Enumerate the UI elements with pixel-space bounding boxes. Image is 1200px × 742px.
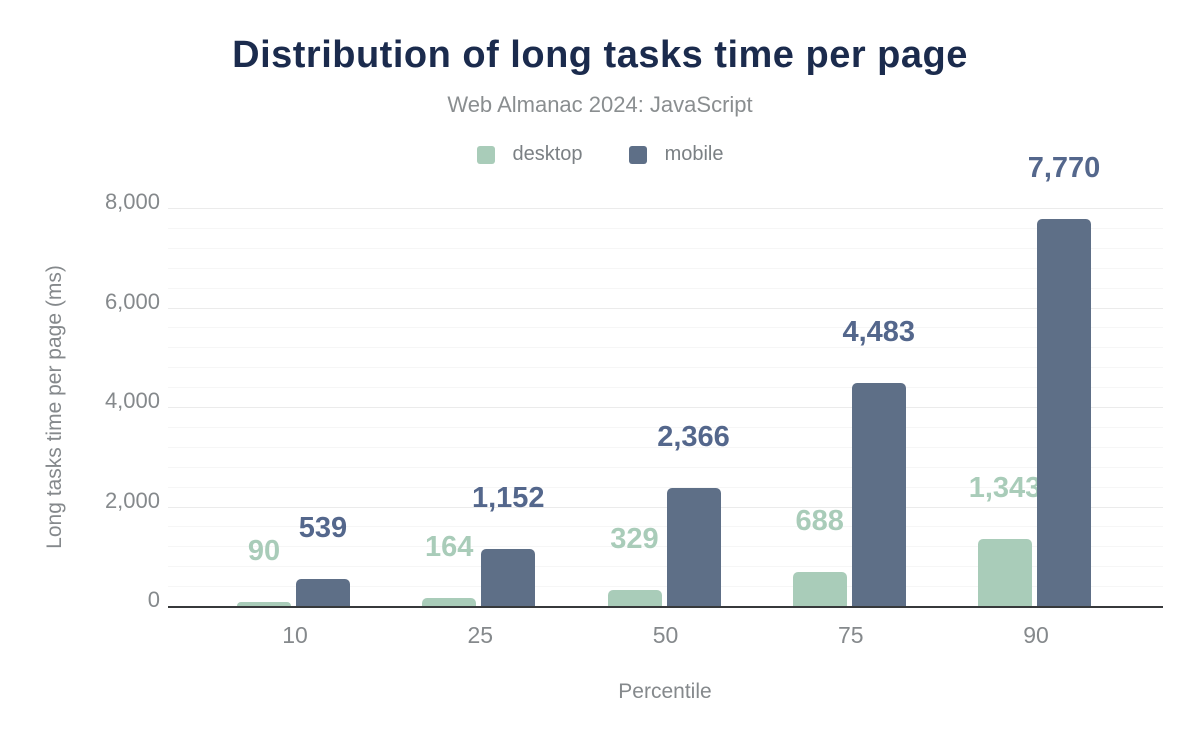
bar-label-desktop-p50: 329 [610,522,659,555]
y-axis-title: Long tasks time per page (ms) [43,265,66,549]
minor-gridline-7200 [168,247,1163,249]
bar-label-desktop-p25: 164 [425,530,474,563]
bar-mobile-p25[interactable] [481,548,536,606]
legend: desktop mobile [0,143,1200,166]
bar-mobile-p10[interactable] [296,579,350,606]
x-tick-label-25: 25 [467,622,494,648]
y-tick-label-2000: 2,000 [104,487,160,513]
minor-gridline-4800 [168,367,1163,369]
bar-mobile-p50[interactable] [666,488,721,606]
bar-desktop-p90[interactable] [978,539,1032,606]
legend-item-desktop[interactable]: desktop [476,143,583,166]
x-axis-title: Percentile [618,680,712,703]
minor-gridline-6400 [168,287,1163,289]
minor-gridline-400 [168,586,1163,588]
minor-gridline-2400 [168,486,1163,488]
bar-label-desktop-p90: 1,343 [968,472,1042,505]
minor-gridline-5200 [168,347,1163,349]
minor-gridline-7600 [168,227,1163,229]
bar-label-mobile-p25: 1,152 [471,481,545,514]
bar-desktop-p25[interactable] [422,597,477,606]
minor-gridline-3600 [168,426,1163,428]
chart-subtitle: Web Almanac 2024: JavaScript [447,92,753,117]
x-tick-label-10: 10 [282,622,308,648]
x-tick-label-75: 75 [837,622,864,648]
legend-label-mobile: mobile [664,143,724,165]
bar-label-mobile-p75: 4,483 [842,315,916,348]
legend-swatch-mobile [628,145,647,164]
bar-desktop-p75[interactable] [792,571,847,606]
minor-gridline-1200 [168,546,1163,548]
minor-gridline-5600 [168,327,1163,329]
x-tick-label-50: 50 [652,622,679,648]
bar-label-mobile-p50: 2,366 [657,421,730,454]
bar-label-desktop-p75: 688 [795,504,844,537]
legend-label-desktop: desktop [512,143,583,165]
minor-gridline-2800 [168,466,1163,468]
bar-label-mobile-p90: 7,770 [1027,152,1101,185]
minor-gridline-4400 [168,387,1163,389]
major-gridline-2000 [168,506,1163,508]
legend-item-mobile[interactable]: mobile [628,143,724,166]
y-tick-label-0: 0 [147,587,160,612]
bar-mobile-p90[interactable] [1037,219,1091,606]
major-gridline-8000 [168,208,1163,209]
bar-label-desktop-p10: 90 [247,534,281,567]
minor-gridline-3200 [168,446,1163,448]
y-tick-label-4000: 4,000 [104,388,160,413]
x-tick-label-90: 90 [1023,622,1049,648]
chart-title: Distribution of long tasks time per page [232,34,968,76]
bar-desktop-p50[interactable] [607,589,662,606]
major-gridline-6000 [168,307,1163,309]
x-axis-line [168,606,1163,608]
legend-swatch-desktop [476,145,495,164]
y-tick-label-6000: 6,000 [104,288,160,314]
major-gridline-4000 [168,407,1163,408]
bar-mobile-p75[interactable] [851,382,906,606]
minor-gridline-1600 [168,526,1163,528]
bar-desktop-p10[interactable] [237,601,291,606]
bar-label-mobile-p10: 539 [298,512,348,545]
minor-gridline-6800 [168,267,1163,269]
minor-gridline-800 [168,566,1163,568]
y-tick-label-8000: 8,000 [104,189,160,214]
